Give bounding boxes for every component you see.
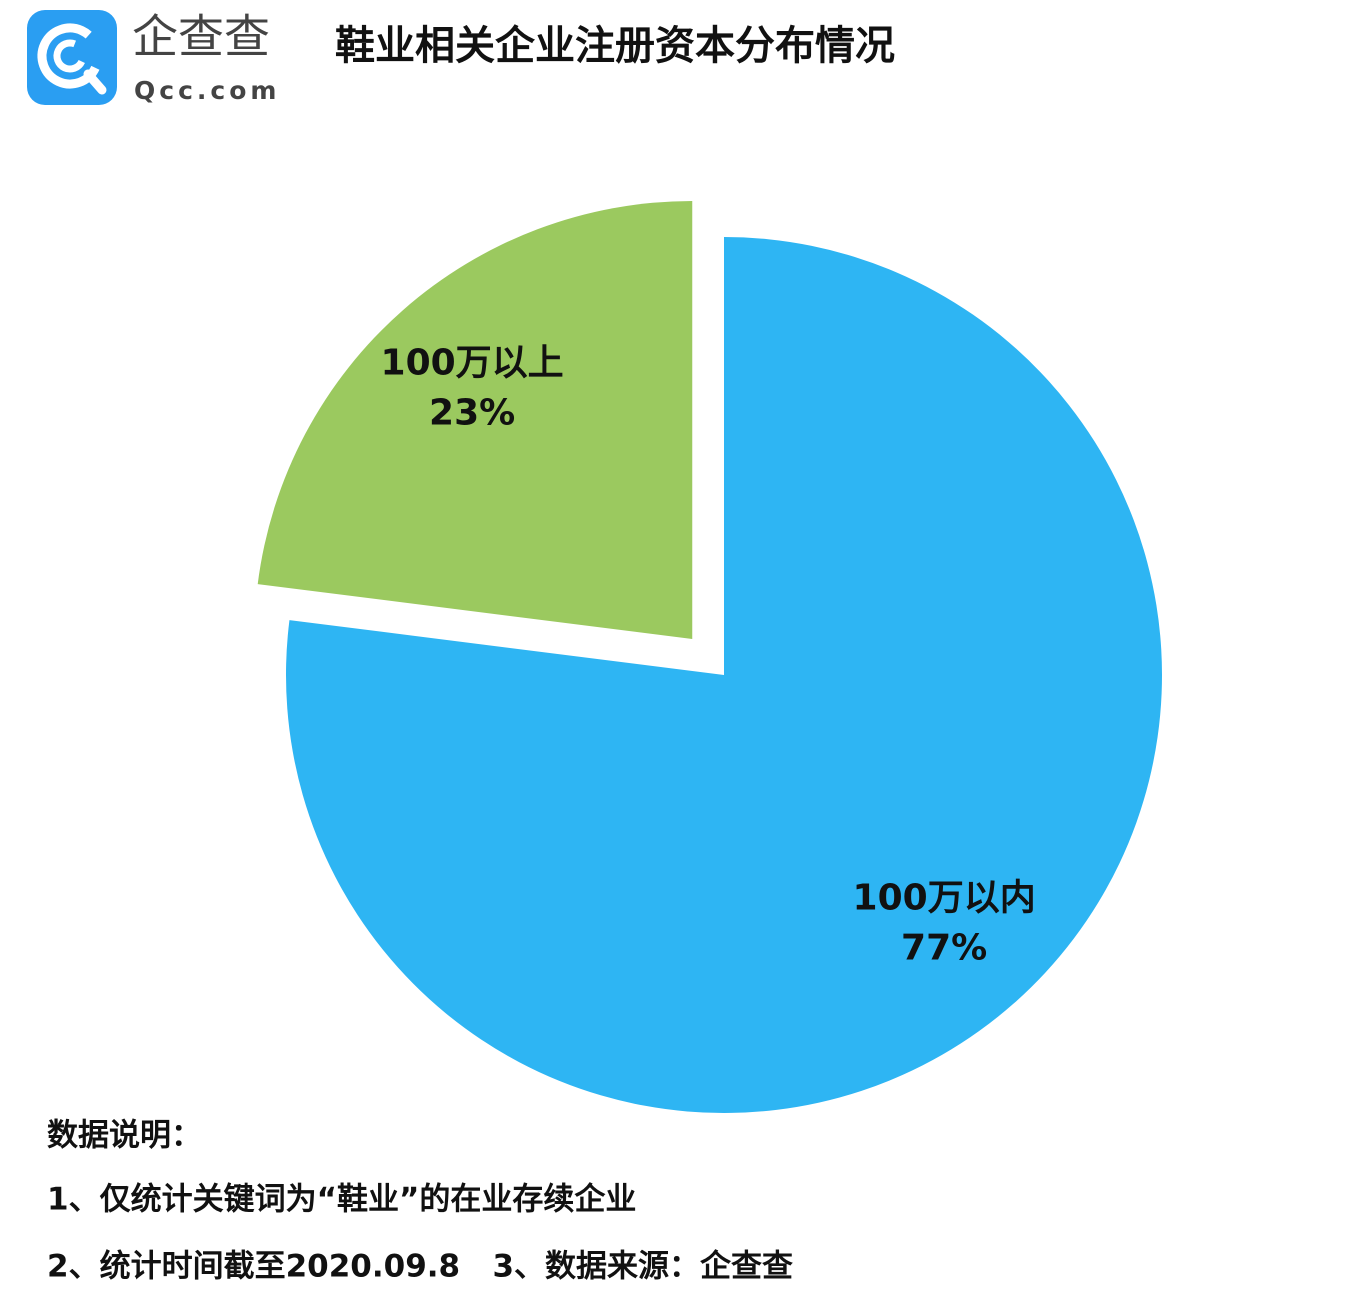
slice-label: 100万以上 — [381, 342, 564, 383]
pie-slice — [285, 237, 1163, 1113]
notes-heading: 数据说明： — [47, 1118, 202, 1154]
pie-slice — [257, 200, 693, 639]
logo-ring-inner — [53, 39, 87, 73]
logo-domain: Qcc.com — [134, 76, 280, 105]
note-line: 2、统计时间截至2020.09.8 3、数据来源：企查查 — [47, 1249, 793, 1285]
logo-name: 企查查 — [132, 10, 270, 64]
logo: 企查查 Qcc.com — [27, 10, 280, 105]
note-line: 1、仅统计关键词为“鞋业”的在业存续企业 — [47, 1182, 636, 1218]
pie: 100万以内 77% 100万以上 23% — [257, 200, 1163, 1113]
logo-tail — [83, 69, 107, 95]
value-label: 77% — [901, 928, 987, 969]
logo-ring — [37, 23, 103, 89]
value-label: 23% — [429, 392, 515, 433]
slice-label: 100万以内 — [853, 878, 1036, 919]
chart-title: 鞋业相关企业注册资本分布情况 — [335, 23, 895, 69]
